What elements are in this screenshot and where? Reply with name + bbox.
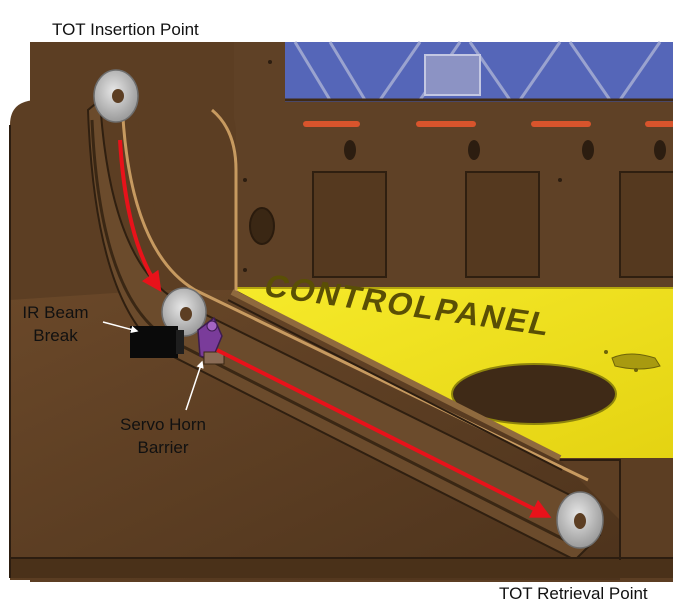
ir-beam-label-line2: Break	[33, 326, 78, 345]
flow-arrows	[118, 139, 552, 518]
servo-horn-icon	[197, 316, 225, 365]
retrieval-point-label: TOT Retrieval Point	[499, 584, 648, 603]
insertion-point-label: TOT Insertion Point	[52, 20, 199, 39]
blue-window	[285, 41, 673, 102]
ir-beam-label-line1: IR Beam	[22, 303, 89, 322]
servo-leader	[185, 360, 204, 411]
callout-leaders	[102, 321, 204, 411]
red-slot-row	[303, 121, 673, 127]
servo-label-line2: Barrier	[137, 438, 189, 457]
retrieval-washer-icon	[556, 491, 604, 549]
ir-beam-break-label: IR Beam Break	[8, 301, 103, 347]
back-wall-features	[243, 60, 673, 278]
chute-body	[10, 100, 620, 580]
flow-arrow-upper	[118, 139, 162, 292]
ir-beam-leader	[102, 321, 139, 334]
insertion-washer-icon	[93, 69, 139, 123]
servo-label-line1: Servo Horn	[120, 415, 206, 434]
ir-sensor-block-icon	[130, 326, 184, 358]
flow-arrow-lower	[216, 348, 552, 518]
servo-horn-barrier-label: Servo Horn Barrier	[102, 413, 224, 459]
base-edge	[9, 125, 673, 578]
